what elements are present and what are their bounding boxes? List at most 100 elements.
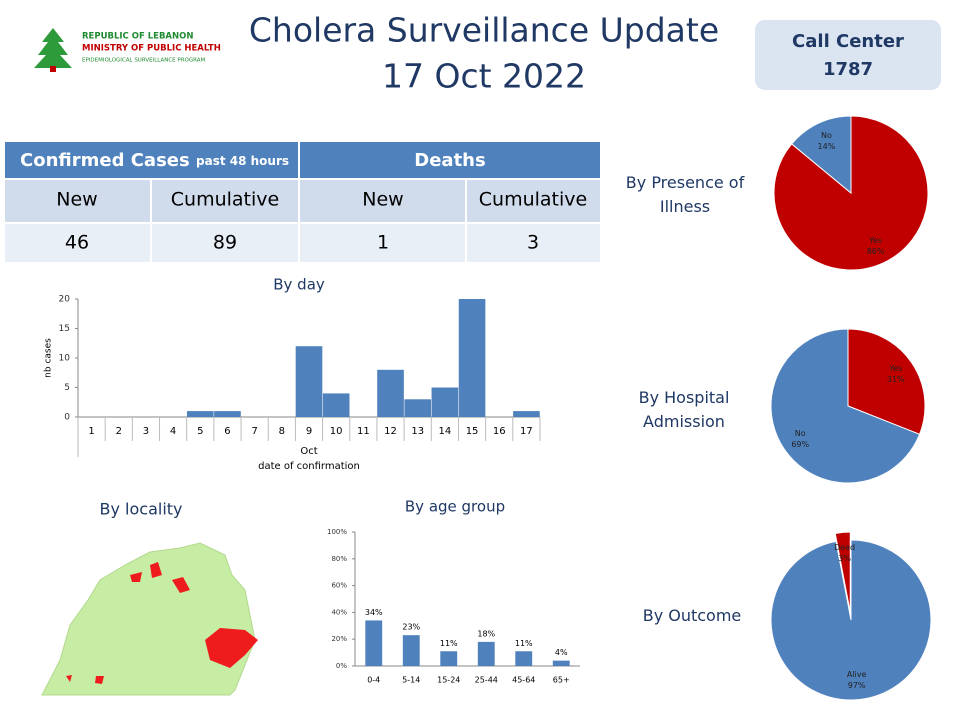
- y-tick-label: 40%: [331, 608, 347, 616]
- pie-slice: [790, 115, 852, 195]
- x-tick-label: 9: [306, 426, 312, 437]
- x-tick-label: 0-4: [367, 676, 380, 685]
- y-axis-label: nb cases: [44, 338, 54, 378]
- slice-value: 86%: [867, 247, 885, 256]
- chart-title: By age group: [405, 498, 505, 516]
- x-tick-label: 2: [116, 426, 122, 437]
- bar: [404, 399, 432, 417]
- bar: [214, 411, 241, 417]
- table-header-cell: [300, 142, 600, 178]
- map-area: [205, 628, 258, 668]
- slice-label: Yes: [868, 236, 882, 245]
- table-cell: [300, 224, 465, 262]
- x-axis-label: date of confirmation: [258, 461, 360, 472]
- x-tick-label: 4: [170, 426, 176, 437]
- slice-label: Alive: [847, 670, 867, 679]
- x-tick-label: 45-64: [512, 676, 535, 685]
- table-cell: [5, 224, 150, 262]
- table-cell: [467, 224, 600, 262]
- table-header-text: Confirmed Cases: [20, 150, 190, 171]
- table-value: 89: [213, 232, 237, 254]
- map-title: By locality: [100, 500, 183, 519]
- map-area: [150, 562, 162, 578]
- x-tick-label: 3: [143, 426, 149, 437]
- y-tick-label: 10: [59, 354, 71, 364]
- table-value: 46: [65, 232, 89, 254]
- table-value: 1: [377, 232, 389, 254]
- data-label: 23%: [402, 623, 420, 632]
- bar: [552, 660, 570, 666]
- pie-slice: [770, 539, 932, 701]
- pie-slice: [770, 328, 921, 484]
- table-cell: [467, 180, 600, 222]
- x-tick-label: 15-24: [437, 676, 460, 685]
- y-tick-label: 100%: [327, 528, 347, 536]
- y-tick-label: 20%: [331, 635, 347, 643]
- bar: [322, 393, 350, 417]
- slice-value: 14%: [818, 142, 836, 151]
- bar: [440, 651, 458, 666]
- x-tick-label: 15: [466, 426, 479, 437]
- logo: REPUBLIC OF LEBANON MINISTRY OF PUBLIC H…: [34, 28, 221, 72]
- table-value: 3: [527, 232, 539, 254]
- chart-title: By day: [273, 276, 325, 294]
- slice-value: 31%: [887, 375, 905, 384]
- call-center-label: Call Center: [792, 31, 904, 52]
- y-tick-label: 15: [59, 324, 70, 334]
- y-tick-label: 0: [64, 413, 70, 423]
- bar: [431, 387, 459, 417]
- pie-slice: [847, 328, 926, 435]
- table-cell: [5, 180, 150, 222]
- data-label: 4%: [555, 648, 568, 657]
- table-header-note: past 48 hours: [196, 154, 289, 168]
- x-tick-label: 10: [330, 426, 343, 437]
- table-subheader: Cumulative: [479, 189, 587, 211]
- slice-value: 69%: [791, 440, 809, 449]
- y-tick-label: 0%: [336, 662, 347, 670]
- summary-table: Confirmed Cases past 48 hours Deaths New…: [5, 142, 600, 262]
- x-tick-label: 5-14: [402, 676, 420, 685]
- x-tick-label: 65+: [553, 676, 570, 685]
- bar: [513, 411, 540, 417]
- logo-text: REPUBLIC OF LEBANON: [82, 32, 193, 42]
- map-area: [95, 676, 104, 684]
- table-cell: [152, 180, 298, 222]
- data-label: 18%: [477, 629, 495, 638]
- bar: [477, 641, 495, 666]
- slice-value: 3%: [838, 554, 851, 563]
- pie-title: By Hospital Admission: [638, 388, 730, 431]
- x-tick-label: 14: [439, 426, 452, 437]
- logo-text: MINISTRY OF PUBLIC HEALTH: [82, 44, 221, 54]
- x-tick-label: 5: [197, 426, 203, 437]
- locality-map: By locality: [41, 500, 258, 696]
- slice-label: Dead: [834, 543, 855, 552]
- pie-slice: [834, 531, 851, 613]
- table-header-cell: [5, 142, 298, 178]
- x-group-label: Oct: [300, 446, 317, 457]
- table-subheader: New: [362, 189, 403, 211]
- map-area: [130, 572, 142, 582]
- date: 17 Oct 2022: [382, 57, 586, 96]
- table-cell: [300, 180, 465, 222]
- y-tick-label: 5: [64, 383, 70, 393]
- data-label: 34%: [365, 608, 383, 617]
- y-tick-label: 60%: [331, 582, 347, 590]
- pie-title: By Outcome: [642, 606, 742, 625]
- y-tick-label: 80%: [331, 555, 347, 563]
- x-tick-label: 11: [357, 426, 370, 437]
- table-header: Confirmed Cases past 48 hours: [20, 150, 289, 171]
- data-label: 11%: [440, 639, 458, 648]
- map-region: [41, 542, 256, 696]
- x-tick-label: 7: [251, 426, 257, 437]
- slice-label: Yes: [888, 364, 902, 373]
- x-tick-label: 1: [88, 426, 94, 437]
- x-tick-label: 17: [520, 426, 533, 437]
- table-subheader: New: [56, 189, 97, 211]
- map-area: [172, 577, 190, 593]
- title: Cholera Surveillance Update: [249, 11, 719, 50]
- x-tick-label: 12: [384, 426, 397, 437]
- table-header: Deaths: [414, 150, 485, 171]
- pie-title: By Presence of Illness: [625, 173, 745, 216]
